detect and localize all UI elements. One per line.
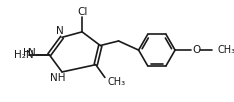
Text: O: O bbox=[193, 45, 201, 55]
Text: NH: NH bbox=[50, 73, 65, 83]
Text: Cl: Cl bbox=[77, 7, 87, 17]
Text: H₂N: H₂N bbox=[14, 50, 33, 60]
Text: CH₃: CH₃ bbox=[217, 45, 234, 55]
Text: N: N bbox=[28, 48, 36, 58]
Text: CH₃: CH₃ bbox=[108, 77, 126, 87]
Text: N: N bbox=[56, 26, 64, 36]
Text: H: H bbox=[23, 48, 31, 58]
